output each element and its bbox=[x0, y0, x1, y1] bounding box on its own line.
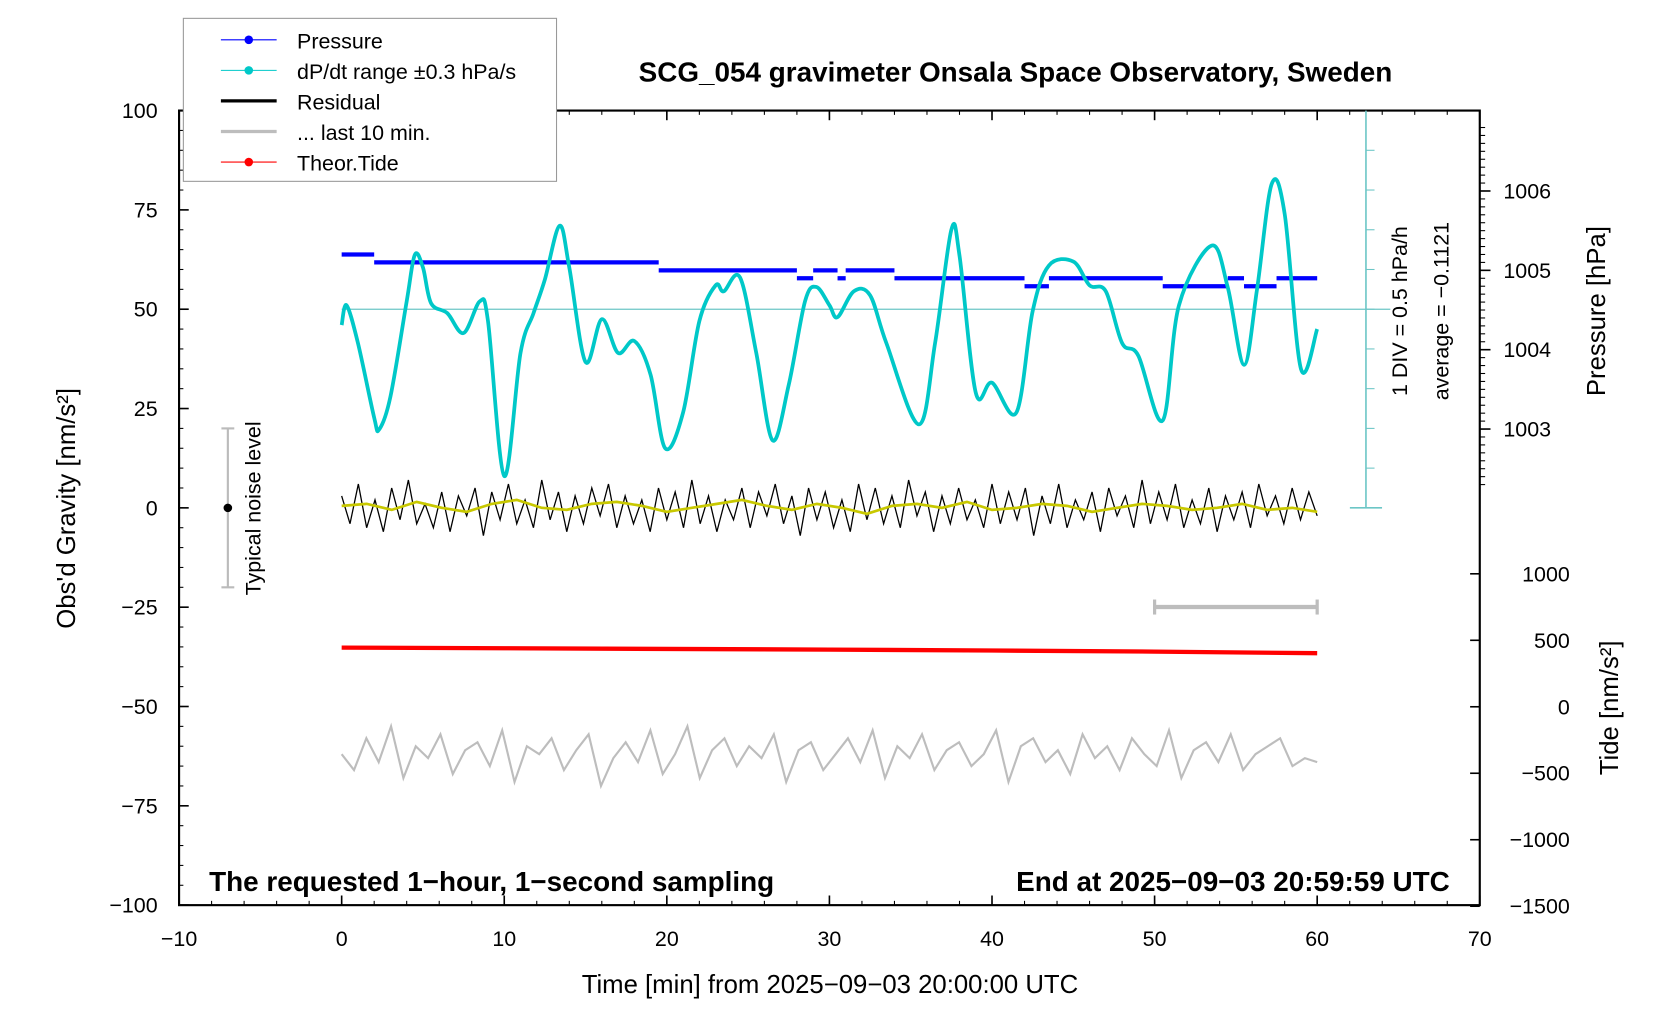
legend-label: dP/dt range ±0.3 hPa/s bbox=[297, 60, 516, 84]
tide-axis-label: Tide [nm/s²] bbox=[1596, 640, 1624, 775]
last-10-min-series bbox=[340, 722, 1318, 790]
tide-tick-label: 500 bbox=[1534, 629, 1570, 653]
tide-series bbox=[341, 645, 1318, 656]
legend-item: Theor.Tide bbox=[220, 152, 399, 176]
sampling-annotation: The requested 1−hour, 1−second sampling bbox=[209, 866, 774, 897]
y-tick-label: 50 bbox=[134, 298, 158, 322]
x-tick-label: 20 bbox=[655, 927, 679, 951]
x-tick-label: 50 bbox=[1143, 927, 1167, 951]
legend-swatch-dot bbox=[244, 66, 254, 75]
y-tick-label: −100 bbox=[109, 894, 157, 918]
legend-label: Residual bbox=[297, 90, 380, 114]
residual-series bbox=[341, 479, 1318, 536]
legend-label: ... last 10 min. bbox=[297, 121, 430, 145]
x-axis-label: Time [min] from 2025−09−03 20:00:00 UTC bbox=[582, 971, 1079, 999]
y-tick-label: −75 bbox=[121, 794, 157, 818]
pressure-tick-label: 1003 bbox=[1503, 418, 1551, 442]
legend-item: ... last 10 min. bbox=[220, 121, 430, 145]
y-tick-label: −25 bbox=[121, 596, 157, 620]
pressure-tick-label: 1005 bbox=[1503, 259, 1551, 283]
x-tick-label: 60 bbox=[1305, 927, 1329, 951]
x-tick-label: −10 bbox=[161, 927, 197, 951]
y-tick-label: 100 bbox=[122, 99, 158, 123]
axis-ticks: −10 0 10 20 30 40 50 60 701007550250−25−50−75−10… bbox=[109, 99, 1570, 951]
x-tick-label: 40 bbox=[980, 927, 1004, 951]
noise-annotation: Typical noise level bbox=[242, 421, 266, 595]
legend-item: dP/dt range ±0.3 hPa/s bbox=[220, 60, 516, 84]
pressure-axis-label: Pressure [hPa] bbox=[1583, 226, 1611, 396]
legend-item: Residual bbox=[220, 90, 380, 114]
div-annotation: 1 DIV = 0.5 hPa/h bbox=[1388, 226, 1412, 396]
pressure-tick-label: 1004 bbox=[1503, 338, 1551, 362]
legend-item: Pressure bbox=[220, 29, 383, 53]
tide-tick-label: −1500 bbox=[1510, 895, 1570, 919]
tide-tick-label: −500 bbox=[1522, 762, 1570, 786]
legend-swatch-dot bbox=[244, 157, 254, 167]
end-time-annotation: End at 2025−09−03 20:59:59 UTC bbox=[1016, 866, 1450, 897]
y-axis-label: Obs'd Gravity [nm/s²] bbox=[53, 388, 81, 629]
dpdt-series bbox=[339, 177, 1319, 478]
x-tick-label: 10 bbox=[492, 927, 516, 951]
y-tick-label: 25 bbox=[134, 397, 158, 421]
tide-tick-label: −1000 bbox=[1510, 828, 1570, 852]
y-tick-label: 75 bbox=[134, 198, 158, 222]
y-tick-label: 0 bbox=[146, 496, 158, 520]
legend-label: Theor.Tide bbox=[297, 152, 399, 176]
x-tick-label: 30 bbox=[817, 927, 841, 951]
x-tick-label: 0 bbox=[336, 927, 348, 951]
residual-smoothed-series bbox=[341, 498, 1318, 516]
legend-swatch-dot bbox=[244, 35, 254, 45]
legend-label: Pressure bbox=[297, 29, 383, 53]
tide-tick-label: 0 bbox=[1558, 695, 1570, 719]
y-tick-label: −50 bbox=[121, 695, 157, 719]
legend: Pressure dP/dt range ±0.3 hPa/s Residual..… bbox=[182, 17, 558, 182]
data-marks bbox=[221, 110, 1391, 790]
pressure-tick-label: 1006 bbox=[1503, 179, 1551, 203]
noise-center-dot bbox=[223, 503, 233, 513]
chart-title: SCG_054 gravimeter Onsala Space Observat… bbox=[639, 57, 1393, 88]
x-tick-label: 70 bbox=[1468, 927, 1492, 951]
average-annotation: average = −0.1121 bbox=[1430, 222, 1454, 400]
tide-tick-label: 1000 bbox=[1522, 562, 1570, 586]
